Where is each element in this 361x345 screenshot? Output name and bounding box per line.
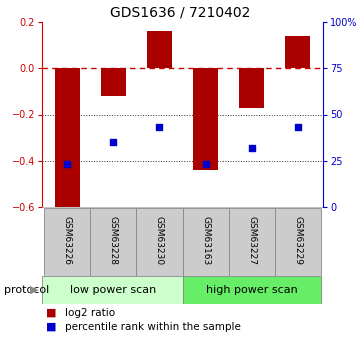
Text: GSM63226: GSM63226 (63, 216, 72, 265)
Text: GDS1636 / 7210402: GDS1636 / 7210402 (110, 5, 251, 19)
Text: ■: ■ (45, 308, 56, 318)
Text: GSM63227: GSM63227 (247, 216, 256, 265)
Point (249, 145, 255, 150)
Bar (193, 68, 218, 170)
Text: ■: ■ (45, 322, 56, 332)
Bar (55, 68, 80, 207)
Bar (229, 208, 275, 276)
Bar (183, 276, 321, 304)
Point (295, 125, 301, 130)
Text: GSM63228: GSM63228 (109, 216, 118, 265)
Point (65, 162, 70, 167)
Bar (136, 208, 183, 276)
Bar (147, 31, 172, 68)
Bar (183, 208, 229, 276)
Text: low power scan: low power scan (70, 285, 157, 295)
Text: protocol: protocol (4, 285, 49, 295)
Text: GSM63230: GSM63230 (155, 216, 164, 265)
Text: log2 ratio: log2 ratio (65, 308, 116, 318)
Bar (239, 68, 264, 108)
Bar (285, 36, 310, 68)
Bar (90, 208, 136, 276)
Point (110, 139, 116, 145)
Bar (42, 276, 183, 304)
Text: ▶: ▶ (30, 285, 38, 295)
Text: GSM63229: GSM63229 (293, 216, 302, 265)
Point (157, 125, 162, 130)
Bar (44, 208, 90, 276)
Text: GSM63163: GSM63163 (201, 216, 210, 265)
Text: percentile rank within the sample: percentile rank within the sample (65, 322, 242, 332)
Text: high power scan: high power scan (206, 285, 297, 295)
Bar (275, 208, 321, 276)
Point (203, 162, 208, 167)
Bar (101, 68, 126, 96)
